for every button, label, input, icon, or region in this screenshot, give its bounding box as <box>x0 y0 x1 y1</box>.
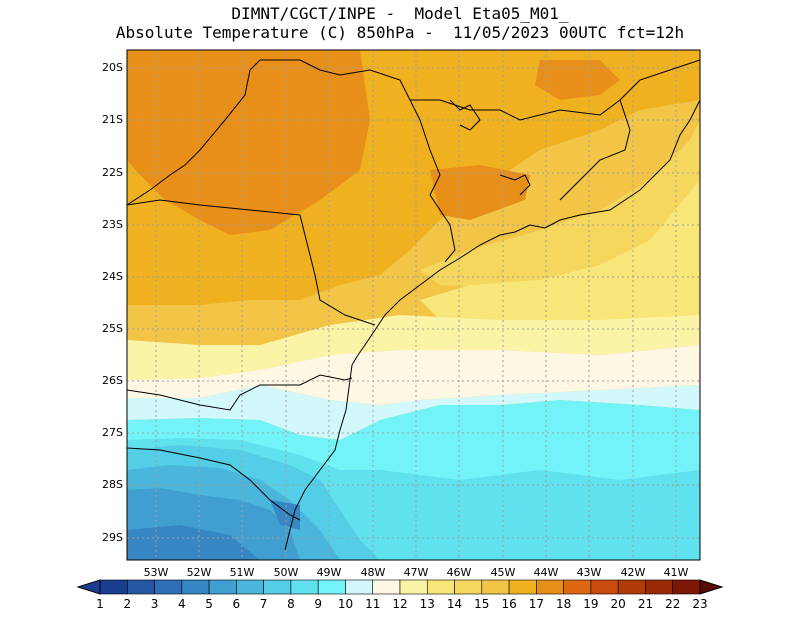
lon-label-52w: 52W <box>186 566 212 579</box>
lon-label-47w: 47W <box>403 566 429 579</box>
colorbar-cell <box>454 579 483 595</box>
isotherm-10-band <box>127 385 700 440</box>
colorbar-label: 18 <box>555 597 572 611</box>
state-border-north <box>127 59 456 263</box>
colorbar-cell <box>617 579 646 595</box>
colorbar-label: 22 <box>665 597 681 611</box>
lat-label-23s: 23S <box>102 218 123 231</box>
colorbar-label: 16 <box>501 597 517 611</box>
colorbar-label: 15 <box>474 597 490 611</box>
colorbar-label: 4 <box>177 597 186 611</box>
colorbar-cell <box>672 579 701 595</box>
graticule <box>127 50 700 560</box>
colorbar-label: 8 <box>287 597 295 611</box>
colorbar-cell <box>645 579 674 595</box>
colorbar-cell <box>536 579 564 595</box>
coastline-borders <box>127 59 700 551</box>
isotherm-4-area <box>127 525 260 560</box>
reservoir-outline <box>449 99 481 131</box>
lat-label-22s: 22S <box>102 166 123 179</box>
isotherm-13-area <box>420 180 700 340</box>
colorbar-cell <box>99 579 128 595</box>
map-title-line1: DIMNT/CGCT/INPE - Model Eta05_M01_ <box>231 4 569 23</box>
state-border-mg-es <box>410 59 700 121</box>
colorbar-cell <box>290 579 319 595</box>
lon-label-49w: 49W <box>316 566 342 579</box>
state-border-sc-rs <box>127 447 301 521</box>
colorbar-arrow-right <box>699 579 724 595</box>
colorbar-label: 7 <box>259 597 268 611</box>
map-title-line2: Absolute Temperature (C) 850hPa - 11/05/… <box>115 23 685 42</box>
lon-label-45w: 45W <box>490 566 516 579</box>
lat-label-20s: 20S <box>102 61 123 74</box>
isotherm-12-band <box>127 315 700 380</box>
colorbar-label: 21 <box>637 597 654 611</box>
colorbar <box>76 579 724 595</box>
colorbar-cell <box>236 579 264 595</box>
colorbar-label: 9 <box>314 597 322 611</box>
lon-label-51w: 51W <box>229 566 255 579</box>
lon-label-42w: 42W <box>620 566 646 579</box>
colorbar-label: 11 <box>365 597 381 611</box>
colorbar-label: 19 <box>583 597 599 611</box>
coastline <box>284 99 700 551</box>
lon-label-46w: 46W <box>446 566 472 579</box>
state-border-pr-sc <box>127 374 353 411</box>
lon-label-43w: 43W <box>576 566 602 579</box>
colorbar-label: 2 <box>123 597 132 611</box>
colorbar-cell <box>208 579 237 595</box>
isotherm-17-area-east <box>535 60 620 100</box>
colorbar-cell <box>563 579 592 595</box>
lat-label-28s: 28S <box>102 478 123 491</box>
lat-label-25s: 25S <box>102 322 123 335</box>
colorbar-cell <box>263 579 292 595</box>
lon-label-44w: 44W <box>533 566 559 579</box>
isotherm-4-patch <box>270 500 300 530</box>
colorbar-label: 12 <box>392 597 408 611</box>
colorbar-cell <box>481 579 510 595</box>
colorbar-cell <box>399 579 428 595</box>
isotherm-11-band <box>127 345 700 405</box>
colorbar-label: 23 <box>692 597 708 611</box>
lat-label-26s: 26S <box>102 374 123 387</box>
lon-label-50w: 50W <box>273 566 299 579</box>
lat-label-27s: 27S <box>102 426 123 439</box>
state-border-pr-sp <box>127 199 376 326</box>
map-frame <box>126 49 701 561</box>
colorbar-label: 3 <box>150 597 159 611</box>
colorbar-cell <box>372 579 401 595</box>
colorbar-label: 5 <box>205 597 213 611</box>
colorbar-cell <box>590 579 619 595</box>
lon-label-41w: 41W <box>663 566 689 579</box>
colorbar-arrow-left <box>76 579 101 595</box>
colorbar-cell <box>345 579 374 595</box>
state-border-mg-rj <box>559 99 631 201</box>
colorbar-cell <box>426 579 455 595</box>
isotherm-17-area <box>127 50 370 235</box>
lake-outline <box>499 174 531 196</box>
colorbar-label: 13 <box>419 597 435 611</box>
temperature-field <box>127 50 700 560</box>
colorbar-label: 6 <box>232 597 241 611</box>
colorbar-label: 14 <box>446 597 463 611</box>
isotherm-17-area-mountain <box>430 165 530 220</box>
lon-label-48w: 48W <box>360 566 386 579</box>
colorbar-label: 1 <box>96 597 104 611</box>
lon-label-53w: 53W <box>143 566 169 579</box>
colorbar-cell <box>508 579 537 595</box>
lat-label-21s: 21S <box>102 113 123 126</box>
colorbar-cell <box>126 579 155 595</box>
lat-label-29s: 29S <box>102 531 123 544</box>
lat-label-24s: 24S <box>102 270 123 283</box>
colorbar-cell <box>317 579 346 595</box>
colorbar-label: 20 <box>610 597 626 611</box>
colorbar-label: 17 <box>528 597 544 611</box>
colorbar-label: 10 <box>337 597 354 611</box>
colorbar-cell <box>154 579 183 595</box>
colorbar-cell <box>181 579 210 595</box>
